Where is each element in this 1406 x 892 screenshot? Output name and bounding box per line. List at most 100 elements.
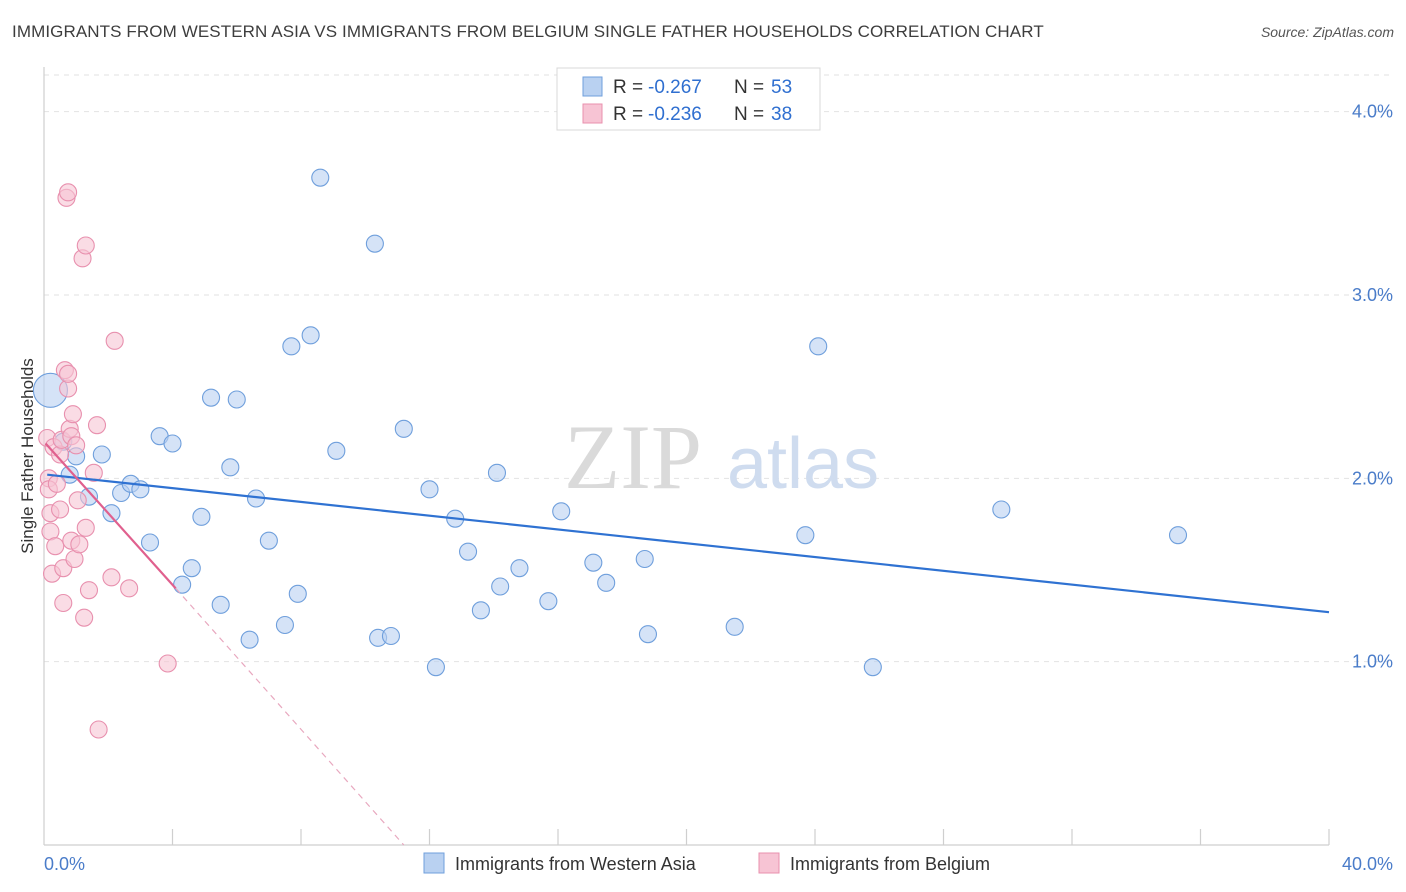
- western-asia-point: [202, 388, 221, 407]
- western-asia-point: [327, 441, 346, 460]
- belgium-point: [47, 474, 66, 493]
- western-asia-point: [288, 584, 307, 603]
- western-asia-point: [240, 630, 259, 649]
- watermark-atlas: atlas: [727, 424, 879, 504]
- western-asia-point: [597, 573, 616, 592]
- western-asia-point: [365, 234, 384, 253]
- legend-r-label-2: R =: [613, 104, 643, 125]
- western-asia-point: [458, 542, 478, 561]
- trend-line-western-asia: [47, 473, 1330, 614]
- y-tick-label: 4.0%: [1352, 102, 1393, 122]
- belgium-point: [89, 720, 108, 739]
- grid-lines: [44, 74, 1393, 663]
- belgium-point: [68, 491, 87, 510]
- belgium-point: [84, 463, 103, 482]
- stats-legend: R = -0.267 N = 53 R = -0.236 N = 38: [556, 67, 821, 131]
- western-asia-point: [426, 658, 445, 677]
- western-asia-point: [539, 592, 558, 611]
- x-tick-label-min: 0.0%: [44, 854, 85, 874]
- western-asia-point: [221, 458, 240, 477]
- western-asia-point: [102, 504, 121, 523]
- series-western-asia-points: [32, 168, 1188, 677]
- belgium-point: [54, 593, 73, 613]
- chart-title: IMMIGRANTS FROM WESTERN ASIA VS IMMIGRAN…: [12, 22, 1044, 41]
- western-asia-point: [60, 465, 79, 484]
- belgium-point: [76, 518, 95, 537]
- source-credit: Source: ZipAtlas.com: [1260, 24, 1394, 40]
- western-asia-point: [635, 549, 654, 569]
- legend-n-label-1: N =: [734, 77, 764, 98]
- belgium-point: [158, 654, 177, 673]
- western-asia-point: [381, 626, 401, 646]
- western-asia-point: [725, 617, 744, 636]
- western-asia-point: [259, 531, 278, 550]
- western-asia-point: [487, 463, 507, 482]
- belgium-point: [67, 436, 86, 455]
- belgium-point: [59, 364, 78, 383]
- bottom-legend-swatch-blue: [423, 852, 445, 874]
- western-asia-point: [471, 601, 490, 620]
- western-asia-point: [211, 595, 230, 614]
- legend-n-label-2: N =: [734, 104, 764, 125]
- belgium-point: [63, 405, 82, 424]
- legend-swatch-blue: [582, 76, 603, 97]
- legend-r-label-1: R =: [613, 77, 643, 98]
- belgium-point: [70, 535, 89, 554]
- legend-swatch-pink: [582, 103, 603, 124]
- western-asia-point: [301, 326, 320, 345]
- y-tick-label: 1.0%: [1352, 652, 1393, 672]
- western-asia-point: [282, 337, 301, 356]
- belgium-point: [105, 331, 124, 350]
- belgium-point: [75, 608, 94, 627]
- western-asia-point: [992, 500, 1011, 519]
- belgium-point: [51, 500, 70, 519]
- western-asia-point: [227, 390, 246, 409]
- western-asia-point: [192, 507, 211, 526]
- western-asia-point: [491, 577, 510, 596]
- belgium-point: [76, 236, 95, 255]
- western-asia-point: [173, 575, 192, 594]
- belgium-point: [59, 183, 78, 202]
- western-asia-point: [638, 625, 658, 644]
- belgium-point: [120, 579, 139, 598]
- y-tick-label: 2.0%: [1352, 468, 1393, 488]
- legend-r-value-1: -0.267: [648, 77, 702, 98]
- western-asia-point: [1168, 526, 1188, 545]
- trend-lines: [44, 442, 1330, 846]
- belgium-point: [102, 568, 121, 587]
- bottom-legend-label-western-asia: Immigrants from Western Asia: [455, 854, 697, 874]
- y-tick-label: 3.0%: [1352, 285, 1393, 305]
- belgium-point: [87, 416, 107, 435]
- y-axis-label: Single Father Households: [18, 358, 37, 554]
- legend-n-value-2: 38: [771, 104, 792, 125]
- trend-line-belgium: [44, 442, 177, 590]
- legend-r-value-2: -0.236: [648, 104, 702, 125]
- western-asia-point: [584, 553, 603, 572]
- western-asia-point: [182, 559, 201, 578]
- x-axis-ticks: [171, 829, 1330, 845]
- western-asia-point: [796, 526, 815, 545]
- bottom-legend-swatch-pink: [758, 852, 780, 874]
- bottom-legend-label-belgium: Immigrants from Belgium: [790, 854, 990, 874]
- series-legend: Immigrants from Western Asia Immigrants …: [423, 852, 990, 874]
- western-asia-point: [420, 480, 439, 499]
- western-asia-point: [311, 168, 330, 187]
- series-belgium-points: [38, 183, 177, 739]
- watermark-zip: ZIP: [564, 406, 702, 508]
- x-tick-label-max: 40.0%: [1342, 854, 1393, 874]
- western-asia-point: [92, 445, 111, 464]
- western-asia-point: [394, 419, 413, 438]
- western-asia-point: [140, 533, 160, 552]
- western-asia-point: [552, 502, 571, 521]
- western-asia-point: [163, 434, 182, 453]
- belgium-point: [79, 581, 99, 600]
- western-asia-point: [863, 658, 882, 677]
- belgium-point: [46, 537, 65, 556]
- western-asia-point: [275, 615, 294, 635]
- western-asia-point: [510, 559, 529, 578]
- legend-n-value-1: 53: [771, 77, 792, 98]
- y-tick-labels: 1.0% 2.0% 3.0% 4.0%: [1352, 102, 1393, 672]
- western-asia-point: [809, 337, 828, 356]
- trend-line-belgium-extension: [175, 587, 405, 846]
